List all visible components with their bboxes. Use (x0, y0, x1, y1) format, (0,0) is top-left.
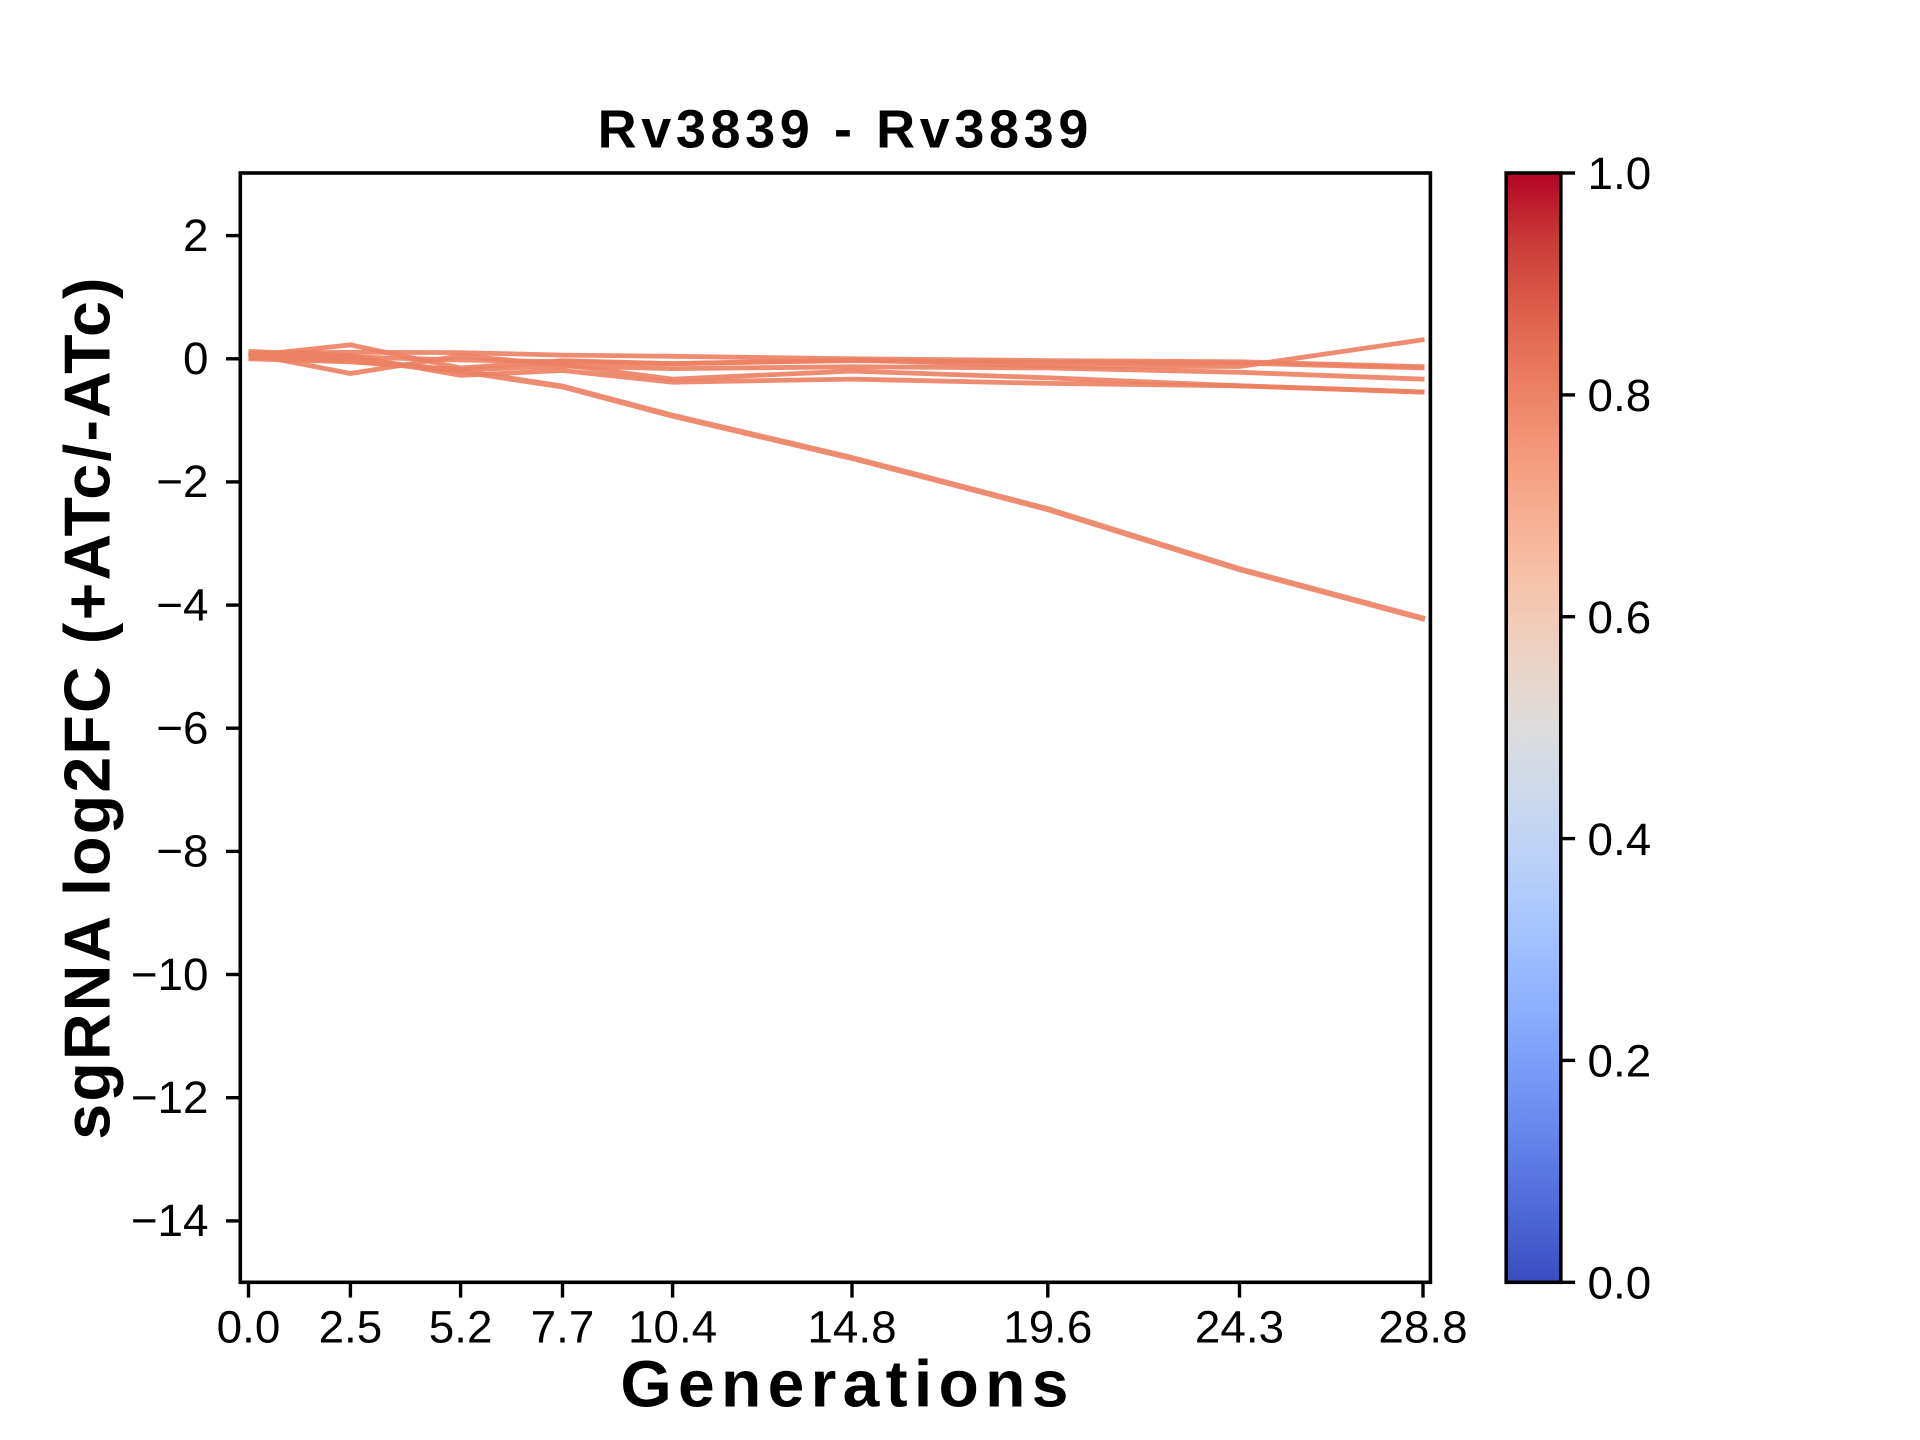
svg-text:14.8: 14.8 (807, 1302, 896, 1353)
svg-text:7.7: 7.7 (531, 1302, 595, 1353)
svg-text:0.0: 0.0 (217, 1302, 281, 1353)
svg-text:−8: −8 (156, 826, 208, 877)
svg-text:−14: −14 (131, 1195, 209, 1246)
svg-text:2.5: 2.5 (319, 1302, 383, 1353)
svg-text:−12: −12 (131, 1072, 209, 1123)
svg-text:19.6: 19.6 (1003, 1302, 1092, 1353)
svg-text:Generations: Generations (620, 1346, 1074, 1420)
svg-text:0.0: 0.0 (1588, 1258, 1652, 1309)
svg-text:0: 0 (183, 333, 208, 384)
svg-text:0.4: 0.4 (1588, 814, 1652, 865)
svg-text:10.4: 10.4 (628, 1302, 717, 1353)
svg-text:2: 2 (183, 210, 208, 261)
svg-text:sgRNA log2FC (+ATc/-ATc): sgRNA log2FC (+ATc/-ATc) (51, 275, 123, 1139)
svg-text:Rv3839 - Rv3839: Rv3839 - Rv3839 (598, 99, 1093, 159)
svg-text:0.2: 0.2 (1588, 1036, 1652, 1087)
svg-text:0.6: 0.6 (1588, 592, 1652, 643)
svg-text:−6: −6 (156, 703, 208, 754)
svg-text:1.0: 1.0 (1588, 148, 1652, 199)
svg-text:−4: −4 (156, 579, 208, 630)
svg-text:−10: −10 (131, 949, 209, 1000)
svg-text:0.8: 0.8 (1588, 370, 1652, 421)
svg-text:5.2: 5.2 (429, 1302, 493, 1353)
svg-text:28.8: 28.8 (1378, 1302, 1467, 1353)
svg-text:24.3: 24.3 (1195, 1302, 1284, 1353)
svg-text:−2: −2 (156, 456, 208, 507)
